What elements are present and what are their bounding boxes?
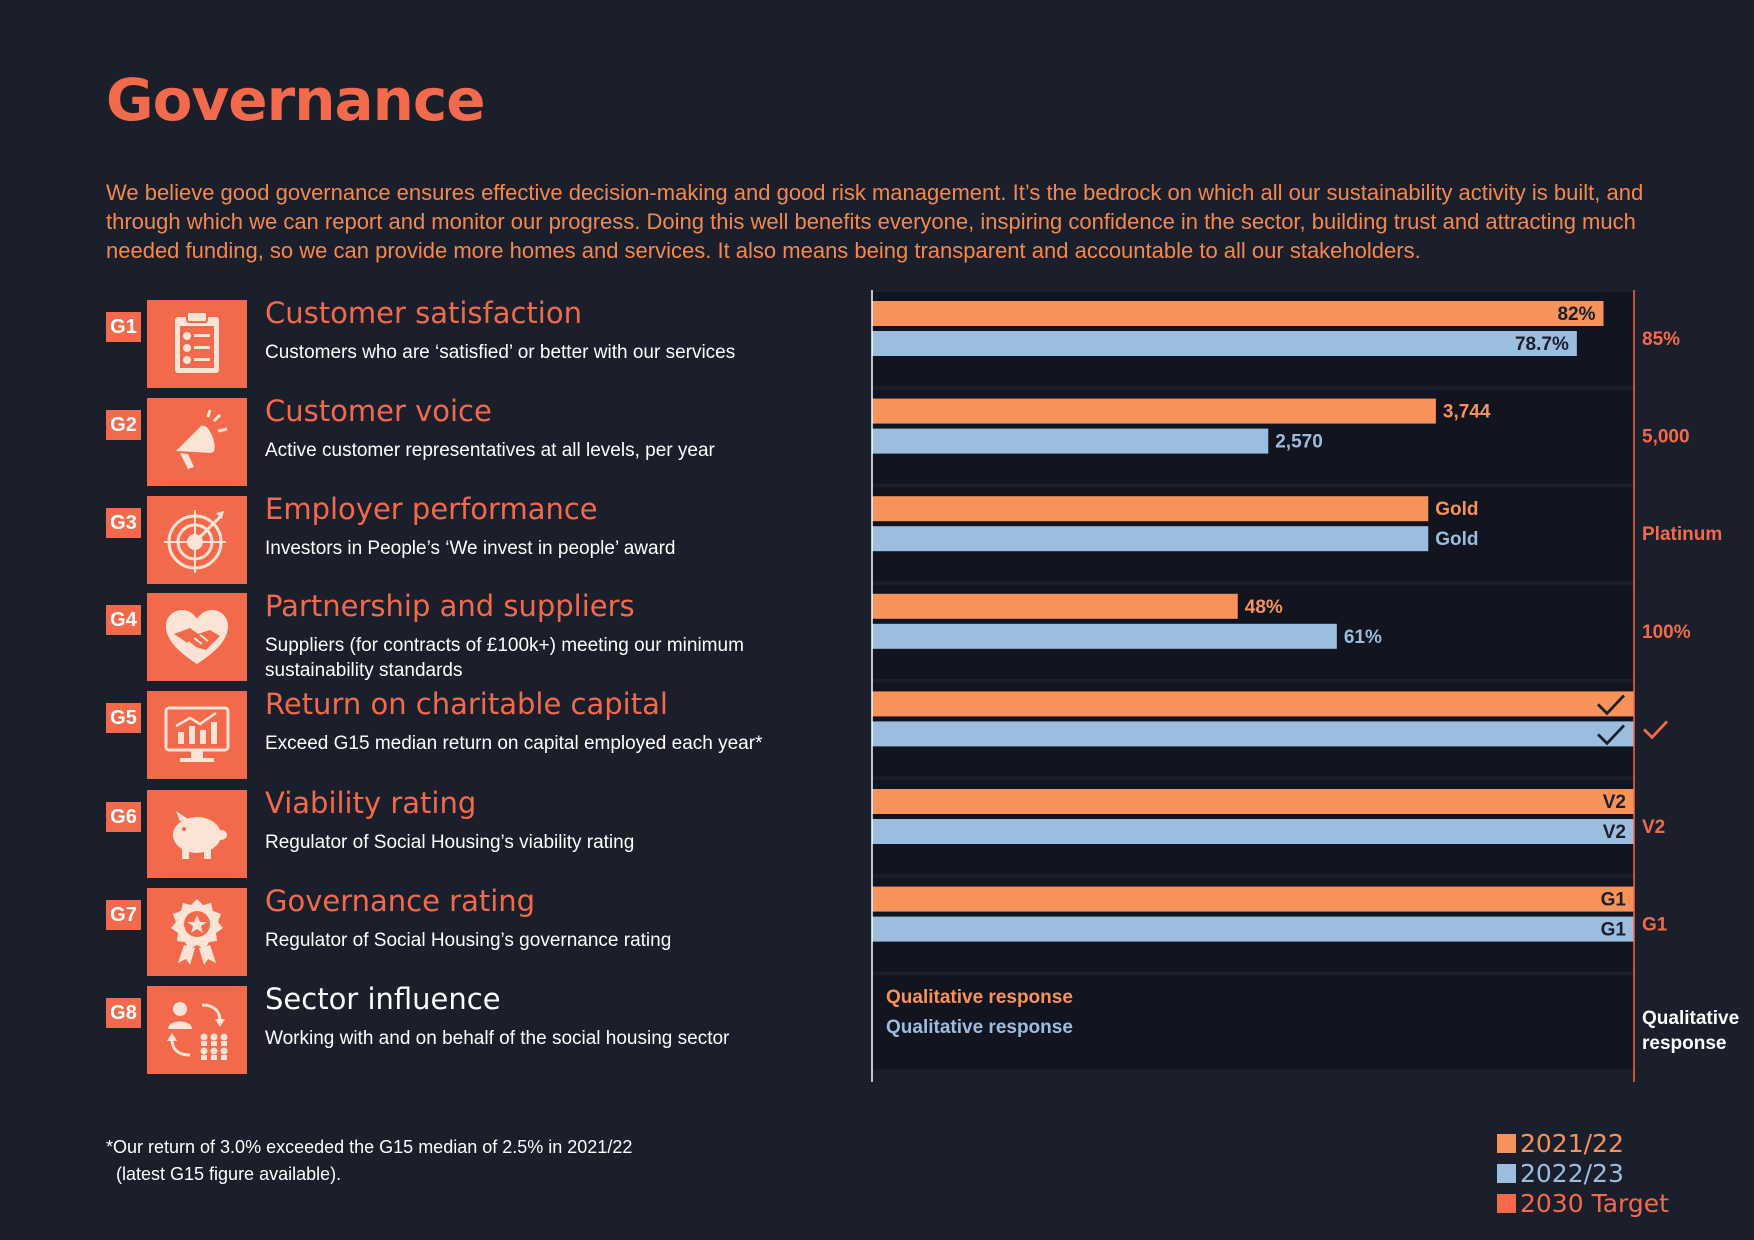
kpi-badge: G2 — [106, 410, 141, 440]
kpi-row-g1: G1 Customer satisfaction Customers who a… — [106, 296, 826, 388]
legend-label: 2022/23 — [1520, 1158, 1624, 1188]
target-label: G1 — [1642, 915, 1668, 936]
megaphone-icon — [147, 398, 247, 486]
footnote-line-2: (latest G15 figure available). — [116, 1164, 342, 1184]
legend-item-2030-target: 2030 Target — [1497, 1188, 1669, 1218]
chart-legend: 2021/22 2022/23 2030 Target — [1497, 1128, 1669, 1218]
kpi-badge: G5 — [106, 703, 141, 733]
legend-swatch — [1497, 1133, 1516, 1153]
kpi-description: Regulator of Social Housing’s viability … — [265, 832, 635, 853]
kpi-badge: G4 — [106, 605, 141, 635]
bar-g3-s1 — [872, 526, 1429, 552]
kpi-description: Regulator of Social Housing’s governance… — [265, 930, 672, 951]
kpi-title: Governance rating — [265, 884, 536, 918]
kpi-row-g7: G7 Governance rating Regulator of Social… — [106, 884, 826, 976]
legend-label: 2030 Target — [1520, 1188, 1669, 1218]
clipboard-checklist-icon — [147, 300, 247, 388]
bar-g5-s0 — [872, 691, 1634, 717]
target-check-icon — [1643, 720, 1669, 740]
kpi-title: Viability rating — [265, 786, 477, 820]
legend-swatch — [1497, 1163, 1516, 1183]
kpi-description: Working with and on behalf of the social… — [265, 1028, 730, 1049]
bar-g7-s1 — [872, 916, 1634, 942]
page-title: Governance — [106, 66, 486, 134]
bar-label: V2 — [1603, 792, 1626, 813]
piggy-bank-icon — [147, 790, 247, 878]
kpi-title: Partnership and suppliers — [265, 589, 635, 623]
bar-label: G1 — [1601, 920, 1627, 941]
target-label: 100% — [1642, 622, 1691, 643]
target-label: V2 — [1642, 817, 1665, 838]
kpi-description: Active customer representatives at all l… — [265, 440, 715, 461]
bar-label: 61% — [1344, 627, 1382, 648]
bar-g6-s1 — [872, 819, 1634, 844]
target-label: response — [1642, 1033, 1726, 1054]
people-network-icon — [147, 986, 247, 1074]
kpi-row-g2: G2 Customer voice Active customer repres… — [106, 394, 826, 486]
kpi-description: Customers who are ‘satisfied’ or better … — [265, 342, 736, 363]
kpi-description: Exceed G15 median return on capital empl… — [265, 733, 763, 754]
target-label: 5,000 — [1642, 427, 1690, 448]
bar-label: V2 — [1603, 822, 1626, 843]
check-icon — [1597, 724, 1626, 746]
kpi-row-g4: G4 Partnership and suppliers Suppliers (… — [106, 589, 826, 681]
bar-label: Gold — [1435, 499, 1478, 520]
kpi-title: Sector influence — [265, 982, 501, 1016]
bar-g4-s1 — [872, 623, 1337, 649]
bar-g7-s0 — [872, 886, 1634, 912]
check-icon — [1597, 694, 1626, 716]
bar-g2-s0 — [872, 398, 1436, 424]
bar-label: Gold — [1435, 529, 1478, 550]
intro-paragraph: We believe good governance ensures effec… — [106, 180, 1644, 263]
kpi-badge: G8 — [106, 998, 141, 1028]
kpi-description: Investors in People’s ‘We invest in peop… — [265, 538, 676, 559]
bar-g2-s1 — [872, 428, 1269, 454]
legend-swatch — [1497, 1193, 1516, 1213]
kpi-row-g5: G5 Return on charitable capital Exceed G… — [106, 687, 826, 779]
bar-g1-s1 — [872, 331, 1577, 356]
kpi-row-g8: G8 Sector influence Working with and on … — [106, 982, 826, 1074]
bar-label: Qualitative response — [886, 1017, 1073, 1038]
bar-label: 78.7% — [1515, 334, 1569, 355]
bar-g4-s0 — [872, 593, 1238, 619]
kpi-row-g6: G6 Viability rating Regulator of Social … — [106, 786, 826, 878]
kpi-title: Customer satisfaction — [265, 296, 582, 330]
legend-item-2021-22: 2021/22 — [1497, 1128, 1669, 1158]
award-rosette-icon — [147, 888, 247, 976]
bar-label: 82% — [1557, 304, 1595, 325]
bar-label: Qualitative response — [886, 987, 1073, 1008]
kpi-title: Return on charitable capital — [265, 687, 668, 721]
footnote-line-1: *Our return of 3.0% exceeded the G15 med… — [106, 1137, 633, 1157]
kpi-title: Employer performance — [265, 492, 598, 526]
bar-label: 48% — [1245, 597, 1283, 618]
legend-label: 2021/22 — [1520, 1128, 1624, 1158]
bar-label: G1 — [1601, 890, 1627, 911]
bar-g3-s0 — [872, 496, 1429, 522]
kpi-row-g3: G3 Employer performance Investors in Peo… — [106, 492, 826, 584]
target-label: Qualitative — [1642, 1008, 1739, 1029]
target-label: 85% — [1642, 329, 1680, 350]
target-label: Platinum — [1642, 524, 1722, 545]
row-band-g8 — [872, 975, 1634, 1070]
kpi-badge: G1 — [106, 312, 141, 342]
kpi-description: Suppliers (for contracts of £100k+) meet… — [265, 635, 744, 681]
bar-g5-s1 — [872, 721, 1634, 747]
kpi-badge: G7 — [106, 900, 141, 930]
bar-label: 2,570 — [1275, 432, 1323, 453]
target-icon — [147, 496, 247, 584]
bar-g6-s0 — [872, 789, 1634, 814]
monitor-chart-icon — [147, 691, 247, 779]
kpi-badge: G3 — [106, 508, 141, 538]
heart-handshake-icon — [147, 593, 247, 681]
bar-g1-s0 — [872, 301, 1604, 326]
legend-item-2022-23: 2022/23 — [1497, 1158, 1669, 1188]
kpi-title: Customer voice — [265, 394, 492, 428]
kpi-badge: G6 — [106, 802, 141, 832]
bar-label: 3,744 — [1443, 402, 1491, 423]
footnote: *Our return of 3.0% exceeded the G15 med… — [106, 1134, 726, 1188]
